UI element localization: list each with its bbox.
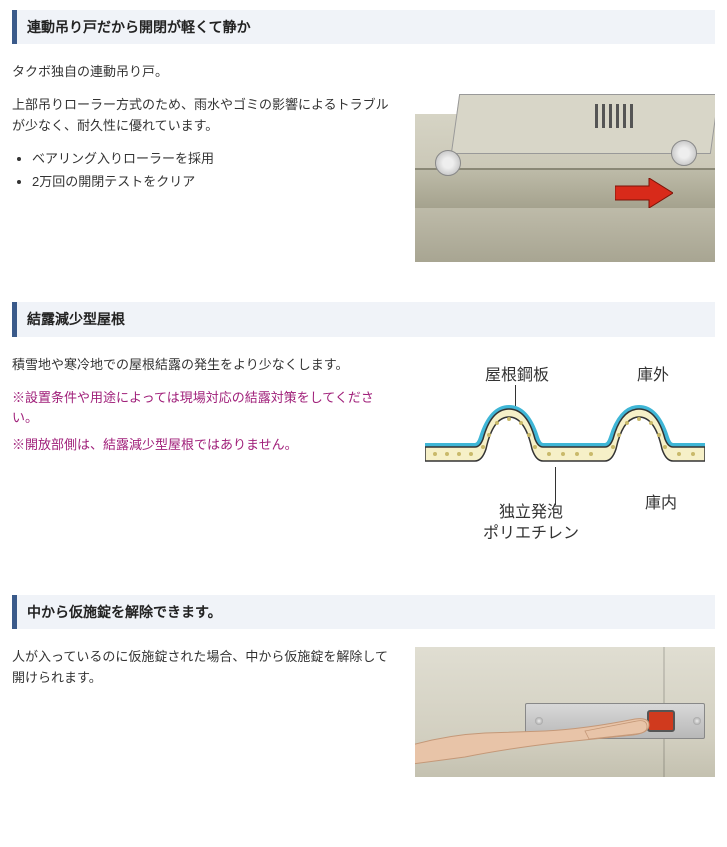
cross-section-svg xyxy=(425,395,705,475)
bullet-item: 2万回の開閉テストをクリア xyxy=(32,172,395,193)
arrow-icon xyxy=(615,178,673,208)
note-text: ※設置条件や用途によっては現場対応の結露対策をしてください。 xyxy=(12,388,395,430)
note-text: ※開放部側は、結露減少型屋根ではありません。 xyxy=(12,435,395,456)
text-column: 積雪地や寒冷地での屋根結露の発生をより少なくします。 ※設置条件や用途によっては… xyxy=(12,355,395,462)
paragraph: タクボ独自の連動吊り戸。 xyxy=(12,62,395,83)
paragraph: 上部吊りローラー方式のため、雨水やゴミの影響によるトラブルが少なく、耐久性に優れ… xyxy=(12,95,395,137)
paragraph: 人が入っているのに仮施錠された場合、中から仮施錠を解除して開けられます。 xyxy=(12,647,395,689)
roller-icon xyxy=(671,140,697,166)
paragraph: 積雪地や寒冷地での屋根結露の発生をより少なくします。 xyxy=(12,355,395,376)
section-body: 人が入っているのに仮施錠された場合、中から仮施錠を解除して開けられます。 xyxy=(12,647,715,777)
image-column xyxy=(415,62,715,262)
lock-release-image xyxy=(415,647,715,777)
section-body: 積雪地や寒冷地での屋根結露の発生をより少なくします。 ※設置条件や用途によっては… xyxy=(12,355,715,555)
diagram-label-line: 独立発泡 xyxy=(499,504,563,521)
section-roof: 結露減少型屋根 積雪地や寒冷地での屋根結露の発生をより少なくします。 ※設置条件… xyxy=(12,302,715,554)
section-lock: 中から仮施錠を解除できます。 人が入っているのに仮施錠された場合、中から仮施錠を… xyxy=(12,595,715,777)
roller-mechanism-image xyxy=(415,62,715,262)
section-sliding-door: 連動吊り戸だから開閉が軽くて静か タクボ独自の連動吊り戸。 上部吊りローラー方式… xyxy=(12,10,715,262)
bullet-item: ベアリング入りローラーを採用 xyxy=(32,149,395,170)
section-body: タクボ独自の連動吊り戸。 上部吊りローラー方式のため、雨水やゴミの影響によるトラ… xyxy=(12,62,715,262)
image-column: 屋根鋼板 庫外 庫内 独立発泡 ポリエチレン xyxy=(415,355,715,555)
diagram-label-line: ポリエチレン xyxy=(483,525,579,542)
diagram-label-poly: 独立発泡 ポリエチレン xyxy=(483,503,579,545)
image-column xyxy=(415,647,715,777)
section-heading: 連動吊り戸だから開閉が軽くて静か xyxy=(12,10,715,44)
text-column: タクボ独自の連動吊り戸。 上部吊りローラー方式のため、雨水やゴミの影響によるトラ… xyxy=(12,62,395,194)
diagram-label-outside: 庫外 xyxy=(637,363,669,389)
bullet-list: ベアリング入りローラーを採用 2万回の開閉テストをクリア xyxy=(12,149,395,193)
section-heading: 中から仮施錠を解除できます。 xyxy=(12,595,715,629)
roof-cross-section-diagram: 屋根鋼板 庫外 庫内 独立発泡 ポリエチレン xyxy=(415,355,715,555)
diagram-label-roof: 屋根鋼板 xyxy=(485,363,549,389)
text-column: 人が入っているのに仮施錠された場合、中から仮施錠を解除して開けられます。 xyxy=(12,647,395,701)
diagram-label-inside: 庫内 xyxy=(645,491,677,517)
hand-icon xyxy=(415,687,655,767)
section-heading: 結露減少型屋根 xyxy=(12,302,715,336)
